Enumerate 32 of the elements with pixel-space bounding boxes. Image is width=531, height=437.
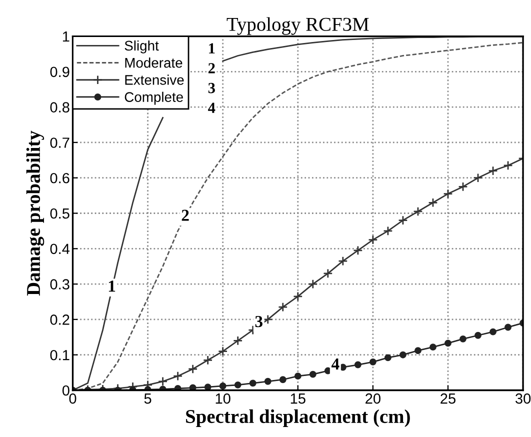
- annotation: 4: [331, 358, 340, 370]
- x-axis-title: Spectral displacement (cm): [186, 409, 410, 428]
- annotation: 1: [108, 280, 116, 292]
- annotation: 3: [208, 82, 215, 94]
- y-tick-label: 0.8: [50, 102, 70, 112]
- y-tick-label: 0: [62, 385, 70, 396]
- annotation: 1: [209, 43, 215, 54]
- annotation: 2: [208, 63, 215, 74]
- x-tick-label: 5: [144, 394, 152, 404]
- y-tick-label: 0.9: [50, 66, 70, 78]
- x-tick-label: 25: [440, 393, 456, 404]
- y-tick-label: 0.2: [50, 314, 70, 325]
- y-tick-label: 0.4: [50, 244, 70, 254]
- x-tick-label: 30: [515, 393, 531, 404]
- y-tick-label: 1: [62, 32, 70, 42]
- x-tick-label: 10: [216, 393, 230, 404]
- y-tick-label: 0.5: [50, 208, 70, 219]
- y-tick-label: 0.3: [50, 279, 70, 290]
- y-tick-label: 0.1: [50, 350, 70, 360]
- legend-label: Extensive: [125, 74, 184, 85]
- legend-label: Slight: [124, 40, 159, 54]
- annotation: 2: [182, 210, 189, 221]
- y-tick-label: 0.6: [50, 172, 70, 184]
- x-tick-label: 15: [290, 394, 306, 404]
- y-tick-label: 0.7: [50, 138, 70, 148]
- y-axis-title: Damage probability: [26, 130, 44, 296]
- annotation: 3: [255, 316, 262, 328]
- chart-title: Typology RCF3M: [226, 17, 369, 35]
- legend-label: Moderate: [125, 58, 182, 68]
- annotation: 4: [208, 102, 216, 113]
- legend-label: Complete: [124, 92, 183, 105]
- x-tick-label: 20: [366, 393, 380, 404]
